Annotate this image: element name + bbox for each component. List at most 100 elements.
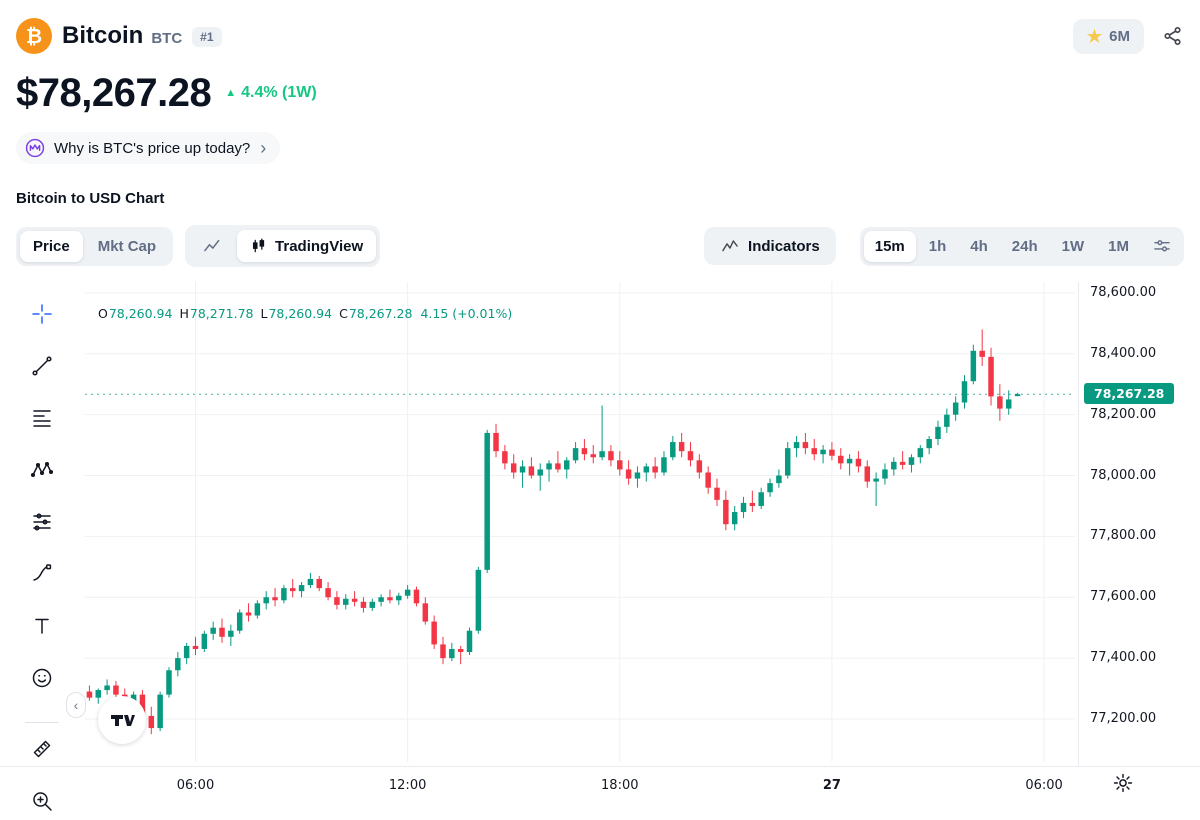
x-axis-label: 12:00	[388, 778, 427, 793]
collapse-toolbar-button[interactable]: ‹	[66, 692, 86, 718]
toolbar-divider	[25, 722, 59, 723]
tool-xabcd-pattern[interactable]	[28, 456, 56, 484]
y-axis-label: 78,200.00	[1090, 406, 1157, 422]
tradingview-logo-icon	[111, 715, 135, 726]
x-axis-label: 06:00	[176, 778, 215, 793]
brush-icon	[33, 564, 52, 581]
coin-ticker: BTC	[151, 29, 183, 47]
legend-close: C78,267.28	[339, 306, 413, 321]
x-axis-label: 27	[822, 778, 841, 793]
y-axis-label: 77,400.00	[1090, 650, 1157, 666]
tool-trend-line[interactable]	[28, 352, 56, 380]
zoom-in-icon	[33, 792, 52, 811]
legend-low: L78,260.94	[260, 306, 333, 321]
y-axis-label: 77,200.00	[1090, 710, 1157, 726]
watchlist-count: 6M	[1109, 27, 1130, 45]
y-axis-label: 78,400.00	[1090, 345, 1157, 361]
share-icon	[1164, 27, 1181, 45]
tradingview-watermark[interactable]	[98, 696, 146, 744]
y-axis-label: 77,600.00	[1090, 589, 1157, 605]
crosshair-icon	[32, 304, 52, 324]
tool-brush[interactable]	[28, 560, 56, 588]
legend-change: 4.15 (+0.01%)	[420, 306, 513, 321]
price-scale[interactable]: 78,600.00 78,400.00 78,200.00 78,000.00 77,8…	[1082, 282, 1200, 762]
timeframe-group: 15m 1h 4h 24h 1W 1M	[859, 226, 1184, 266]
tool-zoom-in[interactable]	[28, 787, 56, 815]
price-change-text: 4.4% (1W)	[241, 84, 317, 101]
price-change: ▲ 4.4% (1W)	[225, 84, 316, 102]
why-price-up-banner[interactable]: Why is BTC's price up today? ›	[16, 132, 281, 164]
emoji-icon	[32, 668, 52, 688]
indicators-icon	[722, 240, 738, 252]
coin-name: Bitcoin	[62, 22, 144, 49]
tool-fib-retracement[interactable]	[28, 404, 56, 432]
time-axis-separator	[0, 766, 1200, 767]
chevron-right-icon: ›	[260, 137, 267, 158]
current-price: $78,267.28	[16, 70, 212, 115]
trend-line-icon	[32, 356, 52, 376]
timeframe-1M[interactable]: 1M	[1097, 231, 1140, 262]
bitcoin-glyph: ₿	[25, 23, 43, 48]
timeframe-4h[interactable]: 4h	[959, 231, 999, 262]
line-chart-icon	[204, 239, 220, 252]
y-axis-label: 77,800.00	[1090, 528, 1157, 544]
tool-measure[interactable]	[28, 735, 56, 763]
chart-toolbar: Price Mkt Cap TradingView Indicators	[16, 225, 1184, 267]
price-section: $78,267.28 ▲ 4.4% (1W)	[16, 70, 1184, 116]
line-chart-button[interactable]	[189, 229, 235, 263]
timeframe-1h[interactable]: 1h	[918, 231, 958, 262]
bitcoin-price-page: ₿ Bitcoin BTC #1 ★ 6M $78,267.28 ▲ 4.4% …	[0, 16, 1200, 820]
chart-title: Bitcoin to USD Chart	[16, 190, 165, 207]
drawing-tools-toolbar	[14, 300, 70, 820]
candlestick-chart[interactable]	[85, 282, 1075, 762]
y-axis-label: 78,000.00	[1090, 467, 1157, 483]
tab-tradingview[interactable]: TradingView	[237, 230, 377, 262]
scale-separator	[1078, 282, 1079, 766]
timeframe-1W[interactable]: 1W	[1051, 231, 1096, 262]
x-axis-label: 18:00	[601, 778, 639, 793]
time-axis[interactable]: 06:00 12:00 18:00 27 06:00	[85, 772, 1075, 800]
tab-mkt-cap[interactable]: Mkt Cap	[85, 231, 169, 262]
timeframe-24h[interactable]: 24h	[1001, 231, 1049, 262]
legend-open: O78,260.94	[98, 306, 173, 321]
gear-icon	[1113, 773, 1133, 793]
rank-badge: #1	[192, 27, 222, 47]
legend-high: H78,271.78	[179, 306, 254, 321]
current-price-tag: 78,267.28	[1084, 383, 1175, 405]
ohlc-legend: O78,260.94 H78,271.78 L78,260.94 C78,267…	[98, 306, 512, 321]
why-banner-label: Why is BTC's price up today?	[54, 139, 251, 157]
tradingview-label: TradingView	[275, 237, 364, 255]
bitcoin-icon: ₿	[16, 18, 52, 54]
tool-text[interactable]	[28, 612, 56, 640]
patterns-icon	[33, 513, 51, 531]
timeframe-15m[interactable]: 15m	[863, 230, 916, 262]
tool-crosshair[interactable]	[28, 300, 56, 328]
indicators-label: Indicators	[748, 237, 820, 255]
tool-emoji[interactable]	[28, 664, 56, 692]
top-actions: ★ 6M	[1072, 18, 1184, 54]
star-icon: ★	[1086, 26, 1103, 46]
header: ₿ Bitcoin BTC #1 ★ 6M	[16, 16, 1184, 56]
chart-type-toggle: TradingView	[185, 225, 381, 267]
xabcd-pattern-icon	[30, 461, 54, 478]
chart-area: O78,260.94 H78,271.78 L78,260.94 C78,267…	[0, 272, 1200, 820]
price-mktcap-toggle: Price Mkt Cap	[16, 226, 174, 266]
measure-icon	[33, 740, 51, 758]
chart-gear-button[interactable]	[1112, 772, 1134, 797]
toolbar-right: Indicators 15m 1h 4h 24h 1W 1M	[704, 226, 1184, 266]
chevron-left-icon: ‹	[73, 697, 79, 713]
x-axis-label: 06:00	[1025, 778, 1063, 793]
cmc-logo-icon	[25, 138, 45, 158]
candles-icon	[253, 238, 265, 253]
tab-price[interactable]: Price	[20, 230, 83, 262]
text-icon	[35, 618, 49, 634]
up-arrow-icon: ▲	[225, 87, 237, 99]
share-button[interactable]	[1162, 25, 1184, 47]
y-axis-label: 78,600.00	[1090, 284, 1157, 300]
sliders-icon	[1154, 240, 1170, 252]
indicators-button[interactable]: Indicators	[704, 227, 836, 265]
watchlist-button[interactable]: ★ 6M	[1072, 18, 1144, 54]
tool-patterns[interactable]	[28, 508, 56, 536]
chart-settings-button[interactable]	[1142, 232, 1180, 260]
fib-retracement-icon	[33, 410, 51, 427]
